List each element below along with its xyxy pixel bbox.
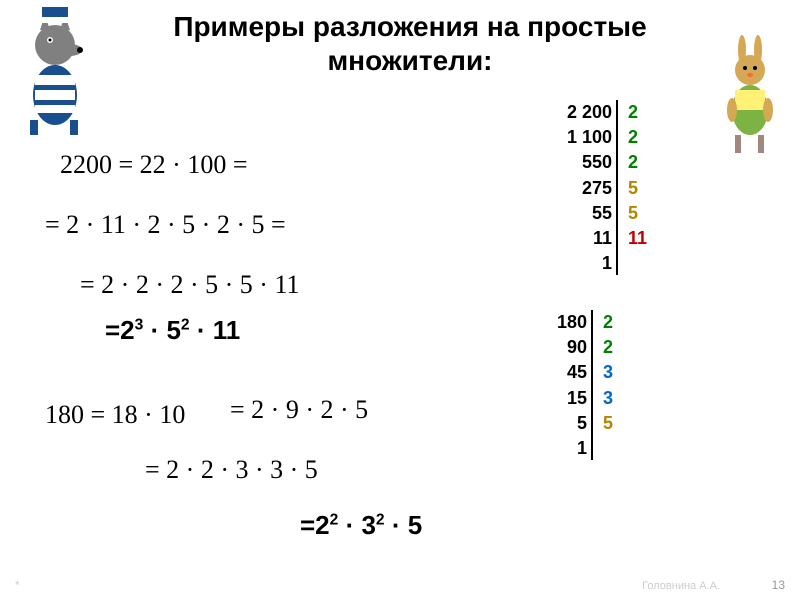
factor-row: 555 [565,201,650,226]
factor-quotient: 2 200 [565,100,620,125]
factor-row: 902 [540,335,625,360]
factor-row: 153 [540,386,625,411]
result-1: =23 · 52 · 11 [105,315,240,346]
factorization-table-2: 1802902453153551 [540,310,625,461]
page-title: Примеры разложения на простые множители: [0,0,800,87]
factor-row: 2 2002 [565,100,650,125]
footer-author: Головнина А.А. [642,580,720,592]
rabbit-character [710,35,790,155]
factor-quotient: 11 [565,226,620,251]
factor-quotient: 55 [565,201,620,226]
factor-prime: 11 [620,226,650,251]
factor-quotient: 275 [565,176,620,201]
factor-prime: 2 [595,310,625,335]
factor-prime [595,436,625,461]
factor-quotient: 550 [565,150,620,175]
factor-row: 1 [565,251,650,276]
factor-row: 1 [540,436,625,461]
factor-quotient: 15 [540,386,595,411]
factor-row: 5502 [565,150,650,175]
factor-prime: 5 [620,201,650,226]
factorization-table-1: 2 20021 10025502275555511111 [565,100,650,276]
footer-page-number: 13 [772,578,785,592]
factor-prime: 2 [595,335,625,360]
factor-row: 1 1002 [565,125,650,150]
factor-quotient: 90 [540,335,595,360]
result-2: =22 · 32 · 5 [300,510,422,541]
factor-prime: 5 [620,176,650,201]
factor-prime: 2 [620,150,650,175]
factor-row: 453 [540,360,625,385]
factor-prime: 2 [620,125,650,150]
factor-prime: 3 [595,360,625,385]
equation-6: = 2 · 2 · 3 · 3 · 5 [145,455,318,485]
factor-prime: 5 [595,411,625,436]
factor-quotient: 45 [540,360,595,385]
factor-row: 2755 [565,176,650,201]
factor-quotient: 5 [540,411,595,436]
wolf-character [10,5,100,135]
factor-row: 55 [540,411,625,436]
factor-quotient: 1 [540,436,595,461]
factor-quotient: 180 [540,310,595,335]
equation-4: 180 = 18 · 10 [45,400,185,430]
equation-2: = 2 · 11 · 2 · 5 · 2 · 5 = [45,210,286,240]
factor-prime: 3 [595,386,625,411]
equation-5: = 2 · 9 · 2 · 5 [230,395,368,425]
footer-star: * [15,578,20,592]
factor-row: 1111 [565,226,650,251]
equation-1: 2200 = 22 · 100 = [60,150,247,180]
factor-row: 1802 [540,310,625,335]
factor-quotient: 1 100 [565,125,620,150]
factor-quotient: 1 [565,251,620,276]
factor-prime [620,251,650,276]
factor-prime: 2 [620,100,650,125]
equation-3: = 2 · 2 · 2 · 5 · 5 · 11 [80,270,300,300]
